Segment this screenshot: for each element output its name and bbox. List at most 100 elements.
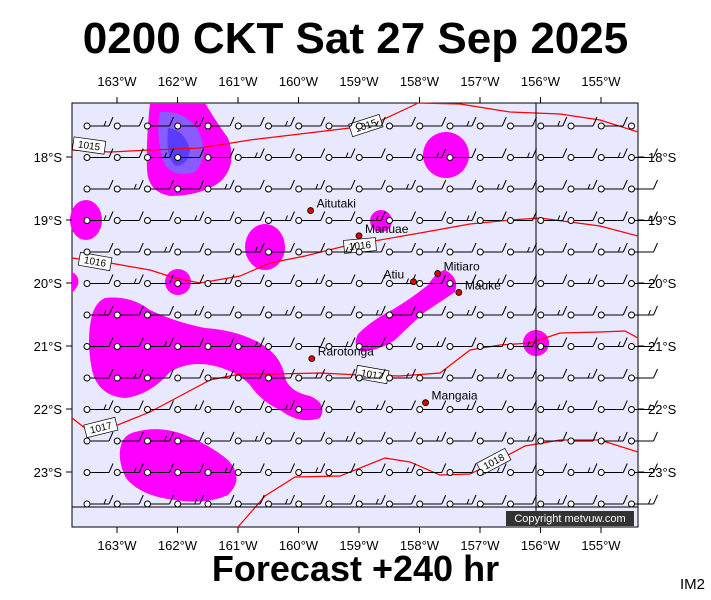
wind-barb — [628, 274, 658, 287]
wind-barb — [83, 116, 114, 130]
wind-barb — [204, 242, 235, 256]
wind-barb — [597, 337, 628, 350]
wind-barb — [537, 494, 568, 508]
wind-barb — [113, 368, 144, 382]
wind-barb — [416, 211, 447, 224]
wind-barb — [144, 463, 174, 476]
wind-barb — [174, 211, 205, 224]
wind-barb — [234, 148, 265, 161]
longitude-label-bottom: 155°W — [581, 538, 621, 553]
map-title: 0200 CKT Sat 27 Sep 2025 — [82, 14, 629, 63]
latitude-label-right: 18°S — [648, 150, 677, 165]
wind-barb — [416, 305, 447, 319]
longitude-label-top: 162°W — [158, 74, 198, 89]
wind-barb — [416, 368, 447, 382]
wind-barb — [174, 337, 205, 350]
place-label: Mangaia — [432, 389, 478, 403]
rain-area — [89, 297, 323, 421]
longitude-label-bottom: 159°W — [339, 538, 379, 553]
wind-barb — [446, 431, 477, 445]
wind-barb — [234, 494, 265, 508]
wind-barb — [83, 242, 114, 256]
image-tag: IM2 — [679, 576, 705, 593]
wind-barb — [628, 305, 658, 319]
wind-barb — [174, 463, 205, 476]
wind-barb — [234, 305, 265, 319]
wind-barb — [265, 463, 295, 476]
latitude-label-left: 18°S — [34, 150, 63, 165]
place-label: Aitutaki — [317, 197, 356, 211]
wind-barb — [628, 400, 658, 413]
wind-barb — [537, 211, 568, 224]
wind-barb — [476, 274, 507, 287]
wind-barb — [234, 242, 265, 256]
wind-barb — [537, 305, 568, 319]
wind-barb — [537, 400, 568, 413]
copyright-text: Copyright metvuw.com — [514, 513, 625, 525]
wind-barb — [113, 274, 144, 287]
wind-barb — [446, 242, 477, 256]
wind-barb — [386, 305, 416, 319]
precipitation-layer — [70, 103, 549, 502]
wind-barb — [265, 368, 295, 382]
wind-barb — [174, 148, 205, 161]
latitude-label-right: 21°S — [648, 339, 677, 354]
wind-barb — [265, 179, 295, 193]
wind-barb — [204, 211, 235, 224]
wind-barb — [295, 305, 326, 319]
island-dot — [434, 270, 442, 277]
rain-area — [119, 429, 237, 502]
wind-barb — [355, 116, 386, 130]
wind-barb — [537, 116, 568, 130]
wind-barb — [597, 179, 628, 193]
wind-barb — [325, 400, 356, 413]
wind-barb — [234, 211, 265, 224]
wind-barb — [507, 211, 537, 224]
wind-barb — [507, 242, 537, 256]
latitude-label-left: 23°S — [34, 465, 63, 480]
wind-barb — [144, 179, 174, 193]
wind-barb — [476, 494, 507, 508]
wind-barb — [174, 368, 205, 382]
forecast-label: Forecast +240 hr — [211, 548, 500, 589]
wind-barb — [597, 274, 628, 287]
wind-barb — [295, 116, 326, 130]
wind-barb — [113, 116, 144, 130]
wind-barb — [204, 305, 235, 319]
wind-barb — [204, 463, 235, 476]
place-label: Manuae — [365, 222, 409, 236]
wind-barb — [325, 274, 356, 287]
wind-barb — [295, 337, 326, 350]
island-dot — [410, 278, 417, 286]
wind-barb — [174, 400, 205, 413]
wind-barb — [83, 148, 114, 161]
island-dot — [307, 207, 315, 214]
wind-barb — [476, 368, 507, 382]
wind-barb — [174, 431, 205, 445]
wind-barb — [476, 431, 507, 445]
wind-barb — [628, 368, 658, 382]
wind-barb — [204, 337, 235, 350]
wind-barb — [174, 116, 205, 130]
wind-barb — [446, 179, 477, 193]
latitude-label-right: 20°S — [648, 276, 677, 291]
wind-barb — [537, 274, 568, 287]
wind-barb — [83, 400, 114, 413]
wind-barb — [83, 494, 114, 508]
wind-barb — [476, 242, 507, 256]
wind-barb — [265, 337, 295, 350]
wind-barb — [295, 431, 326, 445]
island-dot — [308, 355, 316, 363]
rain-area — [72, 272, 79, 292]
wind-barb — [204, 431, 235, 445]
wind-barb — [204, 494, 235, 508]
wind-barb — [476, 463, 507, 476]
wind-barb — [83, 211, 114, 224]
wind-barb — [83, 305, 114, 319]
wind-barb — [537, 463, 568, 476]
wind-barb — [355, 463, 386, 476]
wind-barb — [355, 337, 386, 350]
wind-barb — [597, 494, 628, 508]
wind-barb — [144, 274, 174, 287]
wind-barb — [416, 400, 447, 413]
